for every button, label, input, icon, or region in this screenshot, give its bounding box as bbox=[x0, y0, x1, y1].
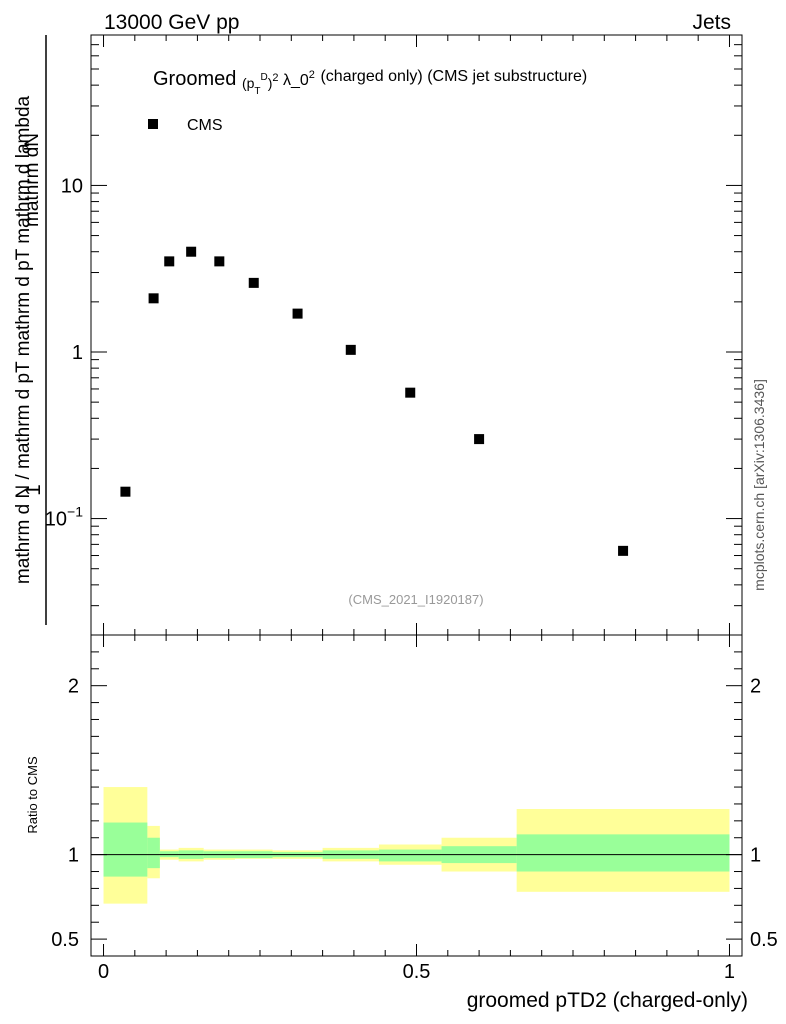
legend-label-cms: CMS bbox=[187, 117, 223, 134]
main-y-tick-label: 1 bbox=[72, 342, 83, 364]
header-right-label: Jets bbox=[692, 11, 731, 34]
ratio-stat-band bbox=[103, 822, 148, 877]
analysis-watermark: (CMS_2021_I1920187) bbox=[348, 592, 483, 607]
ratio-stat-band bbox=[378, 849, 442, 862]
ratio-y-tick-label-right: 2 bbox=[750, 676, 761, 698]
plot-title-prefix: Groomed bbox=[153, 68, 236, 90]
ratio-y-tick-label: 1 bbox=[68, 845, 79, 867]
ylabel-denominator: mathrm d N / mathrm d pT mathrm d pT mat… bbox=[13, 95, 34, 584]
main-ylabel: 1 mathrm dN mathrm d N / mathrm d pT mat… bbox=[13, 35, 47, 625]
data-point-cms bbox=[292, 308, 303, 319]
ratio-panel: 0 0.5 1 0.5 0.5 1 1 2 2 Ratio to CMS groomed pTD… bbox=[25, 634, 778, 1012]
data-point-cms bbox=[248, 277, 259, 288]
main-y-tick-label: 10 bbox=[61, 175, 83, 197]
data-point-cms bbox=[120, 486, 131, 497]
ratio-y-tick-label-right: 1 bbox=[750, 845, 761, 867]
ratio-bands bbox=[91, 787, 742, 904]
data-point-cms bbox=[405, 387, 416, 398]
data-point-cms bbox=[345, 344, 356, 355]
ratio-y-tick-label-right: 0.5 bbox=[750, 929, 778, 951]
x-tick-label: 0.5 bbox=[403, 961, 431, 983]
ratio-ylabel: Ratio to CMS bbox=[25, 756, 40, 834]
x-tick-label: 0 bbox=[98, 961, 109, 983]
plot-title-suffix: (charged only) (CMS jet substructure) bbox=[320, 68, 587, 85]
ratio-y-tick-label: 0.5 bbox=[51, 929, 79, 951]
main-panel-content bbox=[120, 246, 629, 556]
side-label: mcplots.cern.ch [arXiv:1306.3436] bbox=[751, 379, 767, 591]
x-axis-label: groomed pTD2 (charged-only) bbox=[467, 989, 748, 1012]
data-point-cms bbox=[618, 545, 629, 556]
data-point-cms bbox=[186, 246, 197, 257]
data-point-cms bbox=[214, 256, 225, 267]
ratio-stat-band bbox=[516, 834, 730, 872]
ratio-axes: 0 0.5 1 0.5 0.5 1 1 2 2 bbox=[51, 635, 778, 983]
plot-title: Groomed (pTD)2 λ_02 (charged only) (CMS … bbox=[153, 61, 587, 97]
main-axes: 10−1 1 10 bbox=[45, 34, 742, 636]
ratio-panel-frame bbox=[90, 634, 743, 957]
ylabel-prefix: 1 bbox=[22, 484, 45, 496]
data-point-cms bbox=[164, 256, 175, 267]
data-point-cms bbox=[474, 434, 485, 445]
data-point-cms bbox=[148, 293, 159, 304]
ratio-stat-band bbox=[147, 837, 160, 869]
x-tick-label: 1 bbox=[724, 961, 735, 983]
ylabel-numerator: mathrm dN bbox=[22, 133, 43, 227]
ratio-y-tick-label: 2 bbox=[68, 676, 79, 698]
main-y-tick-label: 10−1 bbox=[45, 504, 83, 531]
header-left-label: 13000 GeV pp bbox=[104, 11, 239, 34]
legend-marker-cms bbox=[148, 119, 158, 129]
